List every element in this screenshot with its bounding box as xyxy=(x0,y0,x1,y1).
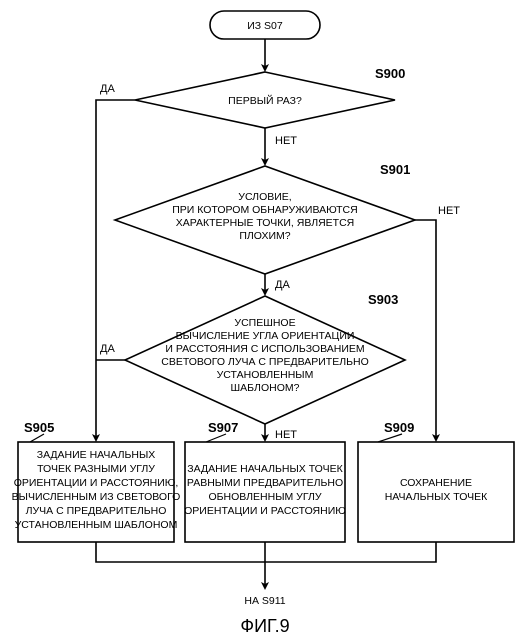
s900-text: ПЕРВЫЙ РАЗ? xyxy=(228,94,302,107)
edge-s903-no: НЕТ xyxy=(265,424,297,441)
s903-line0: УСПЕШНОЕ xyxy=(234,317,295,329)
edge-s900-no: НЕТ xyxy=(265,128,297,164)
s909-line1: НАЧАЛЬНЫХ ТОЧЕК xyxy=(385,491,488,503)
s903-line5: ШАБЛОНОМ? xyxy=(231,382,300,394)
node-start-text: ИЗ S07 xyxy=(247,20,283,32)
s901-line0: УСЛОВИЕ, xyxy=(238,191,291,203)
s903-line3: СВЕТОВОГО ЛУЧА С ПРЕДВАРИТЕЛЬНО xyxy=(161,356,369,368)
edge-s905-merge xyxy=(96,542,265,562)
bottom-text: НА S911 xyxy=(244,595,285,607)
s905-line1: ТОЧЕК РАЗНЫМИ УГЛУ xyxy=(37,463,155,475)
s901-yes-label: ДА xyxy=(275,279,290,291)
node-start: ИЗ S07 xyxy=(210,11,320,39)
s900-yes-label: ДА xyxy=(100,83,115,95)
s900-no-label: НЕТ xyxy=(275,135,297,147)
s907-line0: ЗАДАНИЕ НАЧАЛЬНЫХ ТОЧЕК xyxy=(187,463,343,475)
node-s901: УСЛОВИЕ, ПРИ КОТОРОМ ОБНАРУЖИВАЮТСЯ ХАРА… xyxy=(115,162,415,274)
s905-label: S905 xyxy=(24,420,54,435)
s901-line3: ПЛОХИМ? xyxy=(239,230,290,242)
s905-line3: ВЫЧИСЛЕННЫМ ИЗ СВЕТОВОГО xyxy=(12,491,181,503)
edge-s901-no: НЕТ xyxy=(415,205,460,440)
node-s900: ПЕРВЫЙ РАЗ? S900 xyxy=(135,66,405,128)
s909-line0: СОХРАНЕНИЕ xyxy=(400,477,472,489)
s907-line3: ОРИЕНТАЦИИ И РАССТОЯНИЮ xyxy=(184,505,346,517)
edge-s901-yes: ДА xyxy=(265,274,290,294)
figure-title: ФИГ.9 xyxy=(240,616,289,636)
s900-label: S900 xyxy=(375,66,405,81)
edge-s909-merge xyxy=(265,542,436,562)
s901-line2: ХАРАКТЕРНЫЕ ТОЧКИ, ЯВЛЯЕТСЯ xyxy=(176,217,355,229)
node-s903: УСПЕШНОЕ ВЫЧИСЛЕНИЕ УГЛА ОРИЕНТАЦИИ И РА… xyxy=(125,292,405,424)
s901-label: S901 xyxy=(380,162,410,177)
s905-line4: ЛУЧА С ПРЕДВАРИТЕЛЬНО xyxy=(26,505,167,517)
s903-yes-label: ДА xyxy=(100,343,115,355)
edge-s903-yes: ДА xyxy=(96,343,125,360)
s901-no-label: НЕТ xyxy=(438,205,460,217)
s903-line1: ВЫЧИСЛЕНИЕ УГЛА ОРИЕНТАЦИИ xyxy=(176,330,355,342)
s903-line2: И РАССТОЯНИЯ С ИСПОЛЬЗОВАНИЕМ xyxy=(165,343,364,355)
s907-line1: РАВНЫМИ ПРЕДВАРИТЕЛЬНО xyxy=(187,477,343,489)
s903-no-label: НЕТ xyxy=(275,429,297,441)
edge-s900-yes: ДА xyxy=(96,83,135,440)
s903-line4: УСТАНОВЛЕННЫМ xyxy=(217,369,314,381)
s901-line1: ПРИ КОТОРОМ ОБНАРУЖИВАЮТСЯ xyxy=(172,204,357,216)
s907-line2: ОБНОВЛЕННЫМ УГЛУ xyxy=(208,491,321,503)
s903-label: S903 xyxy=(368,292,398,307)
s907-label: S907 xyxy=(208,420,238,435)
s909-label: S909 xyxy=(384,420,414,435)
s905-line0: ЗАДАНИЕ НАЧАЛЬНЫХ xyxy=(37,449,156,461)
s905-line5: УСТАНОВЛЕННЫМ ШАБЛОНОМ xyxy=(15,519,178,531)
s905-line2: ОРИЕНТАЦИИ И РАССТОЯНИЮ, xyxy=(14,477,179,489)
